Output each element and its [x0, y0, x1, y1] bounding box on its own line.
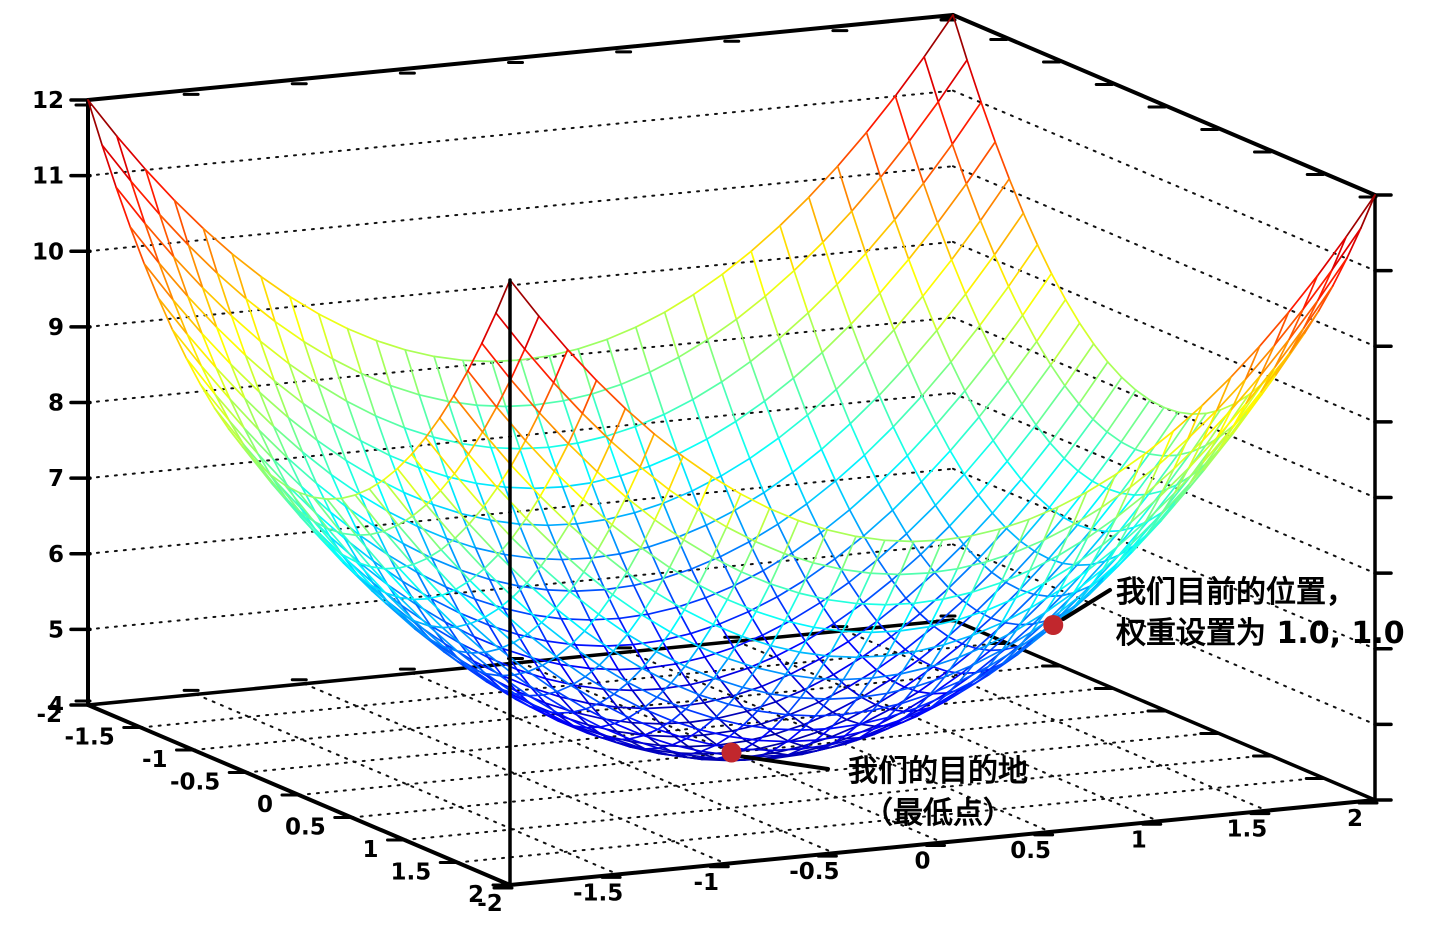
y-tick-label: 2 [1347, 806, 1363, 832]
z-tick-label: 5 [48, 617, 64, 643]
annotation-destination: 我们的目的地 （最低点） [830, 751, 1046, 835]
z-tick-label: 4 [48, 693, 64, 719]
annotation-current-line2: 权重设置为 1.0, 1.0 [1116, 616, 1405, 651]
y-tick-label: 0.5 [1010, 838, 1051, 864]
x-tick-label: 0.5 [285, 815, 326, 841]
z-tick-label: 10 [32, 239, 64, 265]
annotation-destination-line2: （最低点） [863, 796, 1013, 831]
y-tick-label: 0 [914, 849, 930, 875]
surface-mesh [87, 14, 1376, 762]
annotation-destination-line1: 我们的目的地 [848, 754, 1028, 789]
marker-current-position [1043, 615, 1064, 635]
x-tick-label: -0.5 [170, 770, 220, 796]
x-tick-label: -1.5 [64, 725, 114, 751]
x-tick-label: 1 [362, 837, 378, 863]
x-tick-label: -2 [36, 702, 62, 728]
y-tick-label: 1 [1131, 827, 1147, 853]
axis-ticks [69, 15, 1393, 890]
x-tick-label: -1 [142, 747, 168, 773]
y-tick-label: -1.5 [573, 880, 623, 906]
z-tick-label: 8 [48, 391, 64, 417]
z-tick-label: 6 [48, 542, 64, 568]
x-tick-label: 2 [468, 882, 484, 908]
marker-destination-minimum [721, 742, 742, 763]
z-tick-label: 11 [32, 164, 64, 190]
annotation-current-position: 我们目前的位置， 权重设置为 1.0, 1.0 [1116, 572, 1405, 654]
z-tick-label: 9 [48, 315, 64, 341]
y-tick-label: -1 [693, 870, 719, 896]
y-tick-label: -2 [477, 891, 503, 917]
z-tick-label: 12 [32, 88, 64, 114]
y-tick-label: 1.5 [1227, 817, 1268, 843]
x-tick-label: 1.5 [391, 860, 432, 886]
point-markers [721, 588, 1112, 771]
annotation-current-line1: 我们目前的位置， [1116, 575, 1356, 610]
y-tick-label: -0.5 [789, 859, 839, 885]
z-tick-label: 7 [48, 466, 64, 492]
x-tick-label: 0 [257, 792, 273, 818]
